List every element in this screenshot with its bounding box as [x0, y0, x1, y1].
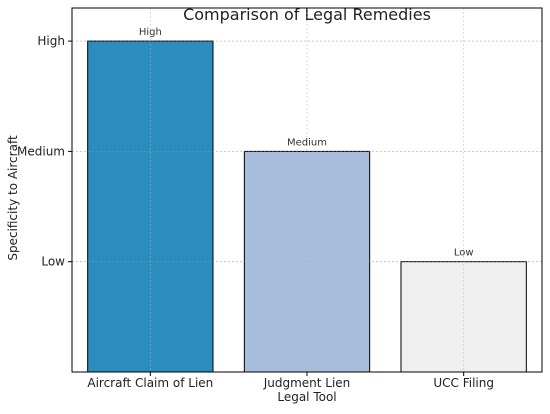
y-tick-label: Medium — [17, 144, 65, 158]
bars-layer — [87, 40, 527, 373]
grid-overlay — [72, 8, 542, 372]
x-tick-label: Judgment Lien — [263, 376, 351, 390]
y-tick-label: High — [37, 34, 65, 48]
labels-layer: High Medium Low — [139, 27, 474, 259]
x-axis-label: Legal Tool — [277, 390, 336, 404]
x-tick-label: UCC Filing — [433, 376, 494, 390]
bar-data-label: High — [139, 27, 162, 38]
bar — [87, 40, 214, 373]
y-tick-label: Low — [41, 255, 65, 269]
y-axis-label: Specificity to Aircraft — [6, 135, 20, 261]
ticks-layer: Low Medium High Aircraft Claim of Lien Judgm… — [17, 34, 494, 390]
bar-data-label: Low — [454, 248, 474, 259]
x-tick-label: Aircraft Claim of Lien — [87, 376, 213, 390]
chart-title: Comparison of Legal Remedies — [183, 5, 431, 24]
bar-data-label: Medium — [287, 137, 327, 148]
